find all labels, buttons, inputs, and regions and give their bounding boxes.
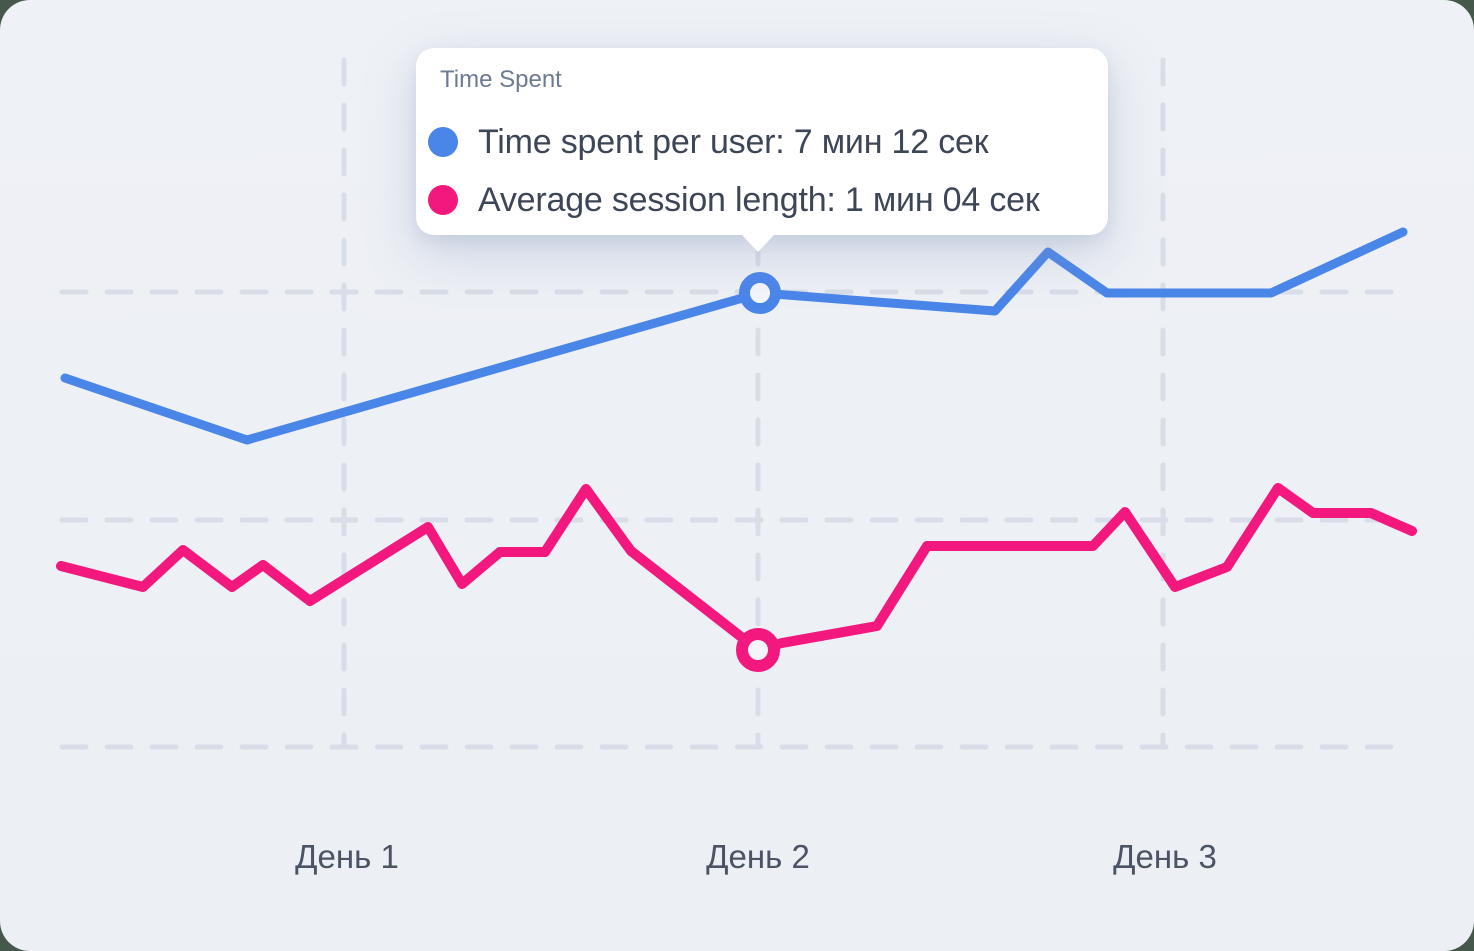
x-axis-label-day1: День 1 — [295, 838, 399, 875]
series-lines — [56, 227, 1417, 655]
series-line-average-session-length[interactable] — [56, 483, 1417, 655]
tooltip-row-time-spent: Time spent per user: 7 мин 12 сек — [416, 113, 1108, 171]
x-axis-label-day3: День 3 — [1113, 838, 1217, 875]
highlight-marker-average-session-length[interactable] — [736, 628, 780, 672]
tooltip-value-time-spent: Time spent per user: 7 мин 12 сек — [478, 122, 989, 161]
tooltip-value-session-length: Average session length: 1 мин 04 сек — [478, 180, 1040, 219]
tooltip-title: Time Spent — [440, 66, 562, 93]
series-line-time-spent-per-user[interactable] — [60, 227, 1408, 445]
blue-series-dot-icon — [428, 127, 458, 157]
pink-series-dot-icon — [428, 185, 458, 215]
tooltip-row-session-length: Average session length: 1 мин 04 сек — [416, 171, 1108, 229]
tooltip: Time Spent Time spent per user: 7 мин 12… — [416, 48, 1108, 252]
highlight-marker-time-spent-per-user[interactable] — [739, 272, 781, 314]
highlight-markers — [736, 272, 781, 672]
x-axis-label-day2: День 2 — [706, 838, 810, 875]
